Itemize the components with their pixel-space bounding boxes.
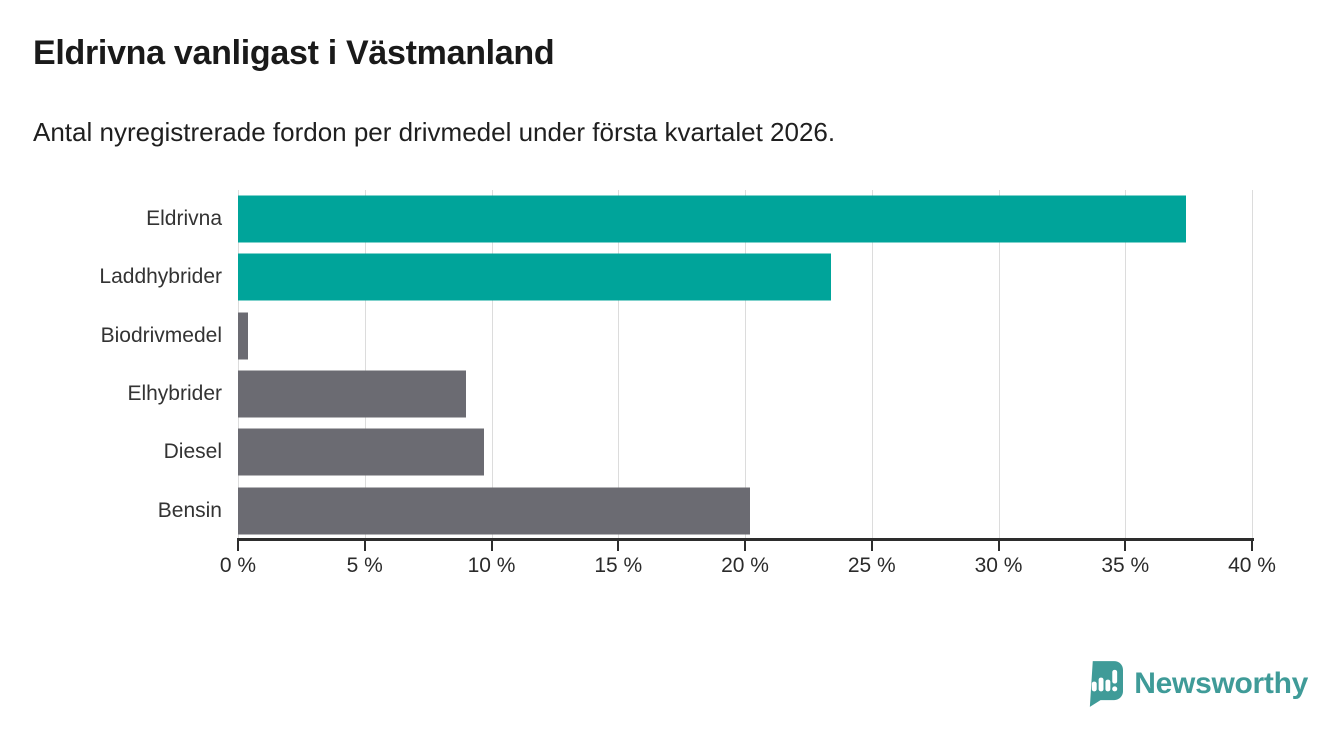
gridline xyxy=(871,190,873,540)
bar-rows: Eldrivna Laddhybrider Biodrivmedel Elhybrid… xyxy=(99,190,1252,540)
newsworthy-logo: Newsworthy xyxy=(1084,661,1308,707)
axis-tick-label: 30 % xyxy=(974,554,1023,577)
newsworthy-speech-bubble-bar-chart-icon xyxy=(1090,661,1124,707)
category-label: Biodrivmedel xyxy=(100,323,222,347)
axis-tick xyxy=(237,538,239,551)
bar-laddhybrider xyxy=(238,253,832,301)
axis-tick-label: 20 % xyxy=(721,554,769,577)
gridline xyxy=(1252,190,1253,540)
gridline xyxy=(1125,190,1127,540)
axis-tick-label: 25 % xyxy=(847,554,896,577)
chart-title: Eldrivna vanligast i Västmanland xyxy=(33,34,555,72)
bar-biodrivmedel xyxy=(238,312,249,360)
axis-tick-label: 0 % xyxy=(219,554,257,577)
gridline xyxy=(238,190,239,540)
category-label: Elhybrider xyxy=(127,382,222,406)
chart-row: Biodrivmedel xyxy=(101,307,1252,365)
newsworthy-logo-text: Newsworthy xyxy=(1134,667,1308,700)
axis-tick xyxy=(1124,538,1127,551)
axis-tick xyxy=(997,538,1000,551)
gridline xyxy=(745,190,746,540)
chart-subtitle: Antal nyregistrerade fordon per drivmede… xyxy=(33,117,836,147)
category-label: Eldrivna xyxy=(146,207,222,231)
axis-tick-label: 15 % xyxy=(594,554,643,577)
axis-tick-label: 40 % xyxy=(1228,554,1276,577)
axis-tick xyxy=(1251,538,1253,551)
axis-tick xyxy=(363,538,366,551)
chart-row: Bensin xyxy=(158,482,1252,540)
category-label: Bensin xyxy=(157,498,222,522)
bar-eldrivna xyxy=(238,195,1187,243)
axis-tick xyxy=(744,538,746,551)
category-label: Laddhybrider xyxy=(99,265,222,289)
gridline xyxy=(618,190,620,540)
gridline xyxy=(998,190,1000,540)
axis-tick-label: 5 % xyxy=(346,554,383,577)
axis-tick xyxy=(870,538,873,551)
plot-area: Eldrivna Laddhybrider Biodrivmedel Elhybrid… xyxy=(99,190,1253,540)
chart-row: Diesel xyxy=(164,423,1252,481)
axis-tick xyxy=(490,538,493,551)
chart-row: Laddhybrider xyxy=(99,248,1252,306)
axis-tick-label: 35 % xyxy=(1101,554,1150,577)
axis-tick-label: 10 % xyxy=(467,554,516,577)
bar-diesel xyxy=(238,428,484,476)
axis-tick xyxy=(617,538,620,551)
chart-row: Eldrivna xyxy=(146,190,1252,248)
bar-elhybrider xyxy=(238,370,467,418)
bar-bensin xyxy=(238,487,751,535)
gridline xyxy=(491,190,493,540)
category-label: Diesel xyxy=(163,440,222,464)
gridline xyxy=(364,190,366,540)
chart-row: Elhybrider xyxy=(127,365,1252,423)
